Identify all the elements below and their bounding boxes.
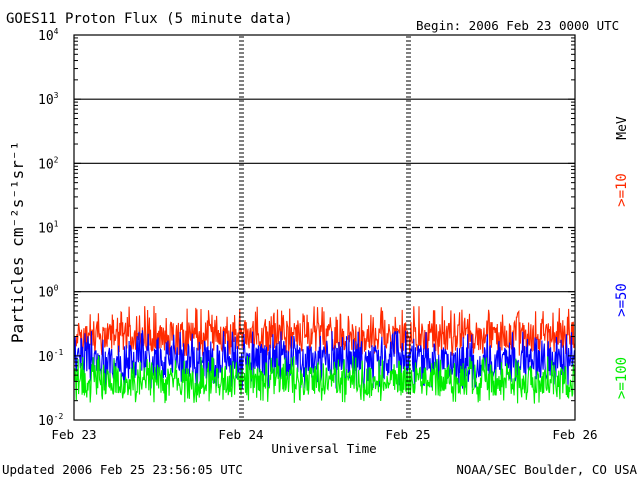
y-tick-label: 102 [38,155,59,172]
x-axis-tick-labels: Feb 23 Feb 24 Feb 25 Feb 26 [51,427,597,442]
threshold-lines [74,98,575,293]
x-tick-label: Feb 23 [51,427,96,442]
updated-timestamp: Updated 2006 Feb 25 23:56:05 UTC [2,462,243,477]
y-tick-label: 103 [38,91,59,108]
series-line [73,305,576,356]
y-tick-label: 100 [38,284,59,301]
x-axis-label: Universal Time [271,441,376,456]
credit-label: NOAA/SEC Boulder, CO USA [456,462,637,477]
unit-label: MeV [615,116,630,140]
x-tick-label: Feb 24 [218,427,263,442]
legend-entry: >=100 [614,357,630,399]
x-tick-label: Feb 26 [552,427,597,442]
y-axis-label: Particles cm⁻²s⁻¹sr⁻¹ [8,141,27,343]
begin-time-label: Begin: 2006 Feb 23 0000 UTC [416,18,619,33]
day-tick-marks [239,36,411,418]
y-tick-label: 10-1 [38,348,63,365]
series-legend: MeV >=10 >=50 >=100 [614,116,630,399]
y-tick-label: 104 [38,27,59,44]
legend-entry: >=10 [614,173,630,207]
series-line [73,354,576,404]
series-group [73,305,576,404]
y-tick-label: 101 [38,220,59,237]
legend-entry: >=50 [614,283,630,317]
y-axis-ticks [74,34,575,421]
x-tick-label: Feb 25 [385,427,430,442]
chart-title: GOES11 Proton Flux (5 minute data) [6,11,293,27]
